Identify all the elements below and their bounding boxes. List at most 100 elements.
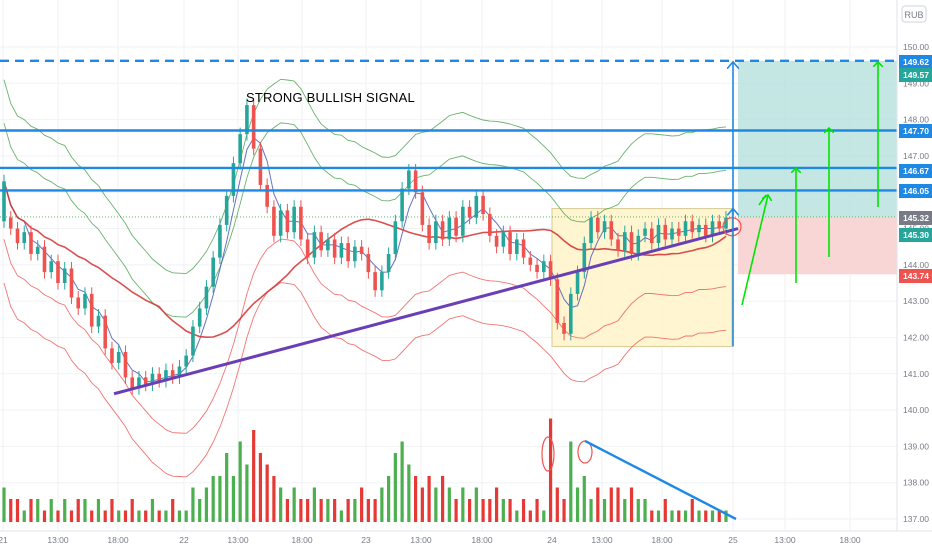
volume-bar — [36, 499, 40, 522]
volume-bar — [211, 476, 215, 522]
volume-bar — [440, 476, 445, 522]
volume-bar — [704, 510, 708, 522]
candle-body — [49, 261, 54, 273]
volume-bar — [508, 499, 512, 522]
volume-bar — [164, 510, 168, 522]
volume-bar — [49, 499, 53, 522]
band-red-outer — [3, 282, 727, 478]
volume-bar — [231, 476, 236, 522]
signal-annotation: STRONG BULLISH SIGNAL — [246, 90, 415, 105]
currency-badge-text: RUB — [904, 10, 923, 20]
price-tick-label: 150.00 — [903, 42, 929, 52]
candle-body — [542, 261, 546, 273]
candle-body — [595, 217, 600, 233]
candle-body — [670, 228, 674, 240]
volume-bar — [346, 499, 350, 522]
candle-body — [278, 210, 283, 236]
candle-body — [427, 224, 431, 244]
candle-body — [285, 210, 290, 233]
candle-body — [494, 235, 499, 247]
volume-bar — [623, 499, 627, 522]
candle-body — [143, 377, 148, 385]
volume-bar — [103, 510, 107, 522]
candle-body — [292, 206, 296, 233]
price-level-tag-text: 146.67 — [903, 166, 929, 176]
breakout-circle — [722, 217, 742, 237]
volume-bar — [333, 499, 337, 522]
volume-bar — [373, 499, 377, 522]
price-level-tag-text: 145.32 — [903, 213, 929, 223]
candle-body — [211, 257, 215, 287]
volume-bar — [306, 499, 310, 522]
candle-body — [548, 261, 553, 280]
time-axis[interactable]: 21 13:00 18:00 22 13:00 18:00 23 13:00 18:00 24 13… — [0, 530, 932, 550]
volume-bar — [710, 510, 715, 522]
candle-body — [62, 268, 67, 283]
volume-bar — [602, 499, 607, 522]
volume-bar — [292, 487, 296, 522]
candle-body — [724, 217, 728, 229]
candle-body — [110, 348, 114, 363]
price-tick-label: 143.00 — [903, 296, 929, 306]
candlesticks — [2, 98, 728, 395]
volume-bar — [83, 499, 87, 522]
price-level-tag — [899, 211, 932, 225]
price-tick-label: 141.00 — [903, 369, 929, 379]
price-tick-label: 139.00 — [903, 441, 929, 451]
volume-bar — [562, 499, 566, 522]
candle-body — [359, 246, 364, 254]
candle-body — [703, 224, 708, 236]
candle-body — [697, 224, 701, 233]
volume-bar — [171, 499, 175, 522]
volume-bar — [535, 499, 539, 522]
candle-body — [616, 239, 620, 251]
volume-bar — [670, 510, 674, 522]
volume-bar — [528, 510, 532, 522]
time-tick-label: 13:00 — [227, 535, 249, 545]
volume-bar — [9, 499, 13, 522]
time-tick-label: 24 — [547, 535, 557, 545]
volume-bar — [542, 510, 546, 522]
stop-zone — [738, 216, 897, 275]
price-tick-label: 142.00 — [903, 332, 929, 342]
volume-bar — [258, 453, 263, 522]
time-tick-label: 13:00 — [410, 535, 432, 545]
volume-bar — [198, 499, 202, 522]
currency-badge[interactable]: RUB — [901, 5, 927, 23]
candle-body — [197, 308, 202, 327]
candle-body — [690, 221, 695, 233]
volume-bar — [63, 499, 67, 522]
candle-body — [42, 246, 47, 273]
price-level-tag-text: 145.30 — [903, 230, 929, 240]
candle-body — [204, 286, 209, 309]
volume-bar — [697, 510, 701, 522]
time-axis-bg — [0, 531, 932, 550]
volume-bar — [110, 499, 114, 522]
candle-body — [22, 232, 27, 244]
volume-bar — [90, 510, 94, 522]
candle-body — [339, 243, 344, 258]
price-level-tag — [899, 55, 932, 69]
volume-bar — [690, 499, 694, 522]
volume-bar — [326, 499, 330, 522]
band-green-outer — [3, 78, 727, 275]
price-tick-label: 148.00 — [903, 115, 929, 125]
volume-bar — [299, 499, 303, 522]
volume-bar — [461, 487, 465, 522]
candle-body — [400, 188, 404, 222]
candle-body — [245, 105, 249, 135]
volume-bar — [265, 464, 269, 522]
volume-bar — [29, 499, 33, 522]
volume-trend-line — [584, 439, 737, 521]
chart-drawings[interactable] — [0, 59, 897, 521]
price-tick-label: 147.00 — [903, 151, 929, 161]
volume-bar — [663, 499, 667, 522]
candle-body — [413, 170, 418, 193]
candle-body — [2, 181, 6, 222]
candle-body — [488, 214, 492, 236]
volume-bar — [515, 510, 519, 522]
price-axis[interactable]: 150.00149.00148.00147.00146.00145.00144.… — [896, 0, 932, 531]
currency-badge-frame[interactable] — [901, 5, 927, 23]
candle-body — [69, 268, 74, 298]
